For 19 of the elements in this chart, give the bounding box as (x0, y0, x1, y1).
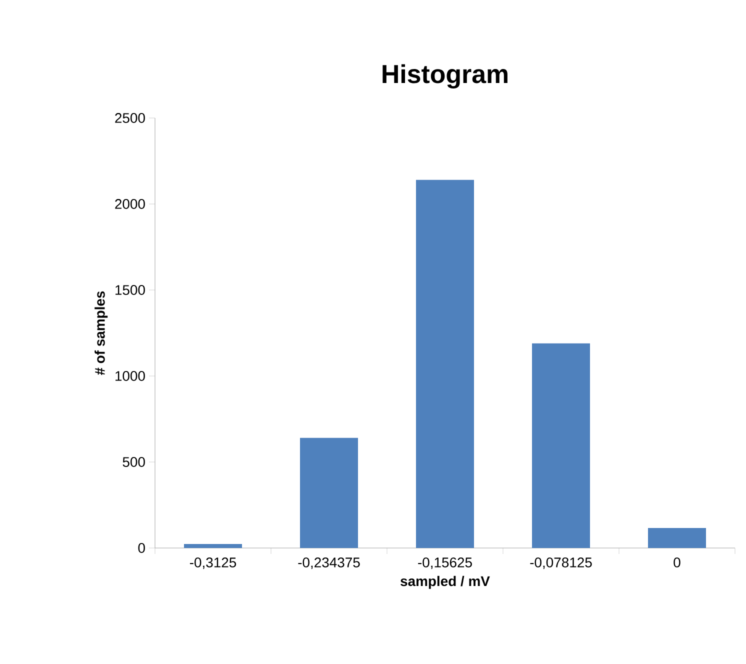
y-axis-title: # of samples (94, 291, 108, 376)
bar (184, 544, 242, 548)
x-tick-label: -0,078125 (530, 558, 592, 570)
x-tick-label: -0,234375 (298, 558, 360, 570)
y-tick-label: 2500 (115, 113, 145, 123)
bar (648, 528, 706, 548)
y-tick-label: 1500 (116, 285, 145, 295)
y-tick-label: 0 (138, 543, 145, 553)
chart-title: Histogram (382, 64, 508, 88)
y-tick-label: 1000 (116, 371, 145, 381)
x-tick-label: 0 (674, 558, 680, 568)
bar (416, 180, 474, 548)
y-tick-label: 500 (122, 457, 145, 467)
x-axis-title: sampled / mV (400, 576, 490, 589)
x-tick-label: -0,15625 (418, 558, 472, 570)
y-tick-label: 2000 (115, 199, 145, 209)
bar (532, 343, 590, 548)
x-tick-label: -0,3125 (190, 558, 236, 570)
bar (300, 438, 358, 548)
